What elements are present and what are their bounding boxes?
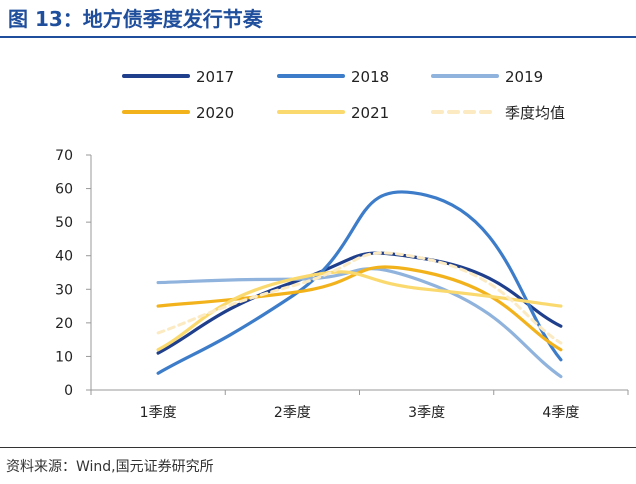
series-line-1: [156, 190, 563, 375]
series-line-3: [156, 265, 563, 352]
y-tick-label: 40: [55, 249, 73, 265]
x-tick-label: 2季度: [274, 405, 311, 421]
x-tick-label: 3季度: [408, 405, 445, 421]
y-tick-label: 10: [55, 349, 73, 365]
x-axis: 1季度 2季度 3季度 4季度: [90, 389, 629, 421]
legend-label-1: 2018: [351, 68, 389, 86]
legend-label-5: 季度均值: [505, 104, 565, 122]
y-tick-label: 60: [55, 182, 73, 198]
y-tick-label: 70: [55, 148, 73, 164]
y-tick-label: 50: [55, 215, 73, 231]
series-lines: [156, 190, 563, 379]
legend-label-4: 2021: [351, 104, 389, 122]
x-tick-label: 1季度: [140, 405, 177, 421]
legend-label-3: 2020: [196, 104, 234, 122]
y-tick-label: 30: [55, 282, 73, 298]
chart-title: 图 13：地方债季度发行节奏: [8, 7, 263, 31]
title-divider: [0, 36, 636, 38]
series-line-5: [156, 251, 563, 345]
legend: 2017 2018 2019 2020 2021 季度均值: [122, 68, 565, 122]
x-tick-label: 4季度: [542, 405, 579, 421]
legend-label-0: 2017: [196, 68, 234, 86]
source-note: 资料来源：Wind,国元证券研究所: [6, 459, 214, 475]
line-chart: 2017 2018 2019 2020 2021 季度均值 0 10 20 30 40 50 60 70…: [55, 68, 629, 421]
legend-label-2: 2019: [505, 68, 543, 86]
y-tick-label: 20: [55, 316, 73, 332]
y-axis: 0 10 20 30 40 50 60 70: [55, 148, 92, 399]
source-divider: [0, 447, 636, 448]
series-line-0: [156, 251, 563, 355]
y-tick-label: 0: [64, 383, 73, 399]
